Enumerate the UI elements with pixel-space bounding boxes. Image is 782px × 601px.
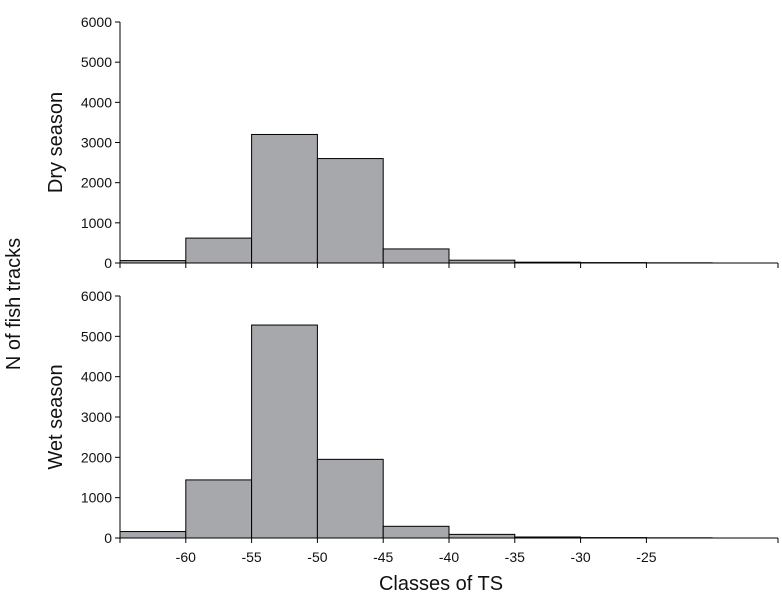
histogram-bar — [251, 133, 318, 264]
x-axis-title: Classes of TS — [379, 573, 503, 595]
y-tick-label: 6000 — [81, 288, 112, 304]
y-tick-label: 3000 — [81, 409, 112, 425]
x-tick-label: -60 — [176, 549, 196, 565]
panel-title: Dry season — [45, 92, 67, 193]
x-tick-label: -35 — [505, 549, 525, 565]
histogram-bar — [185, 237, 253, 264]
histogram-bar — [448, 533, 516, 539]
y-tick-label: 6000 — [81, 14, 112, 30]
y-tick-label: 4000 — [81, 369, 112, 385]
y-tick-label: 3000 — [81, 135, 112, 151]
histogram-bar — [185, 479, 253, 539]
y-tick-label: 0 — [104, 255, 112, 271]
y-tick-label: 1000 — [81, 215, 112, 231]
x-tick-label: -30 — [570, 549, 590, 565]
x-tick-label: -25 — [636, 549, 656, 565]
histogram-bar — [316, 158, 384, 264]
x-tick-label: -55 — [241, 549, 261, 565]
histogram-bar — [382, 525, 450, 539]
panel-title: Wet season — [45, 364, 67, 469]
y-tick-label: 5000 — [81, 328, 112, 344]
histogram-bar — [382, 248, 450, 264]
y-axis-title: N of fish tracks — [3, 238, 25, 370]
y-tick-label: 2000 — [81, 449, 112, 465]
y-tick-label: 0 — [104, 530, 112, 546]
dry-season-panel: Dry season 0 1000 2000 3000 4000 5000 6000 — [45, 14, 779, 271]
y-tick-label: 5000 — [81, 54, 112, 70]
x-tick-label: -40 — [439, 549, 459, 565]
wet-season-panel: Wet season 0 1000 2000 3000 4000 5000 6000 -60 -5… — [45, 288, 779, 565]
y-tick-label: 4000 — [81, 94, 112, 110]
y-tick-label: 1000 — [81, 490, 112, 506]
y-tick-label: 2000 — [81, 175, 112, 191]
x-tick-label: -45 — [373, 549, 393, 565]
histogram-bar — [119, 531, 187, 539]
histogram-bar — [316, 458, 384, 539]
x-tick-label: -50 — [307, 549, 327, 565]
histogram-bar — [251, 324, 318, 539]
